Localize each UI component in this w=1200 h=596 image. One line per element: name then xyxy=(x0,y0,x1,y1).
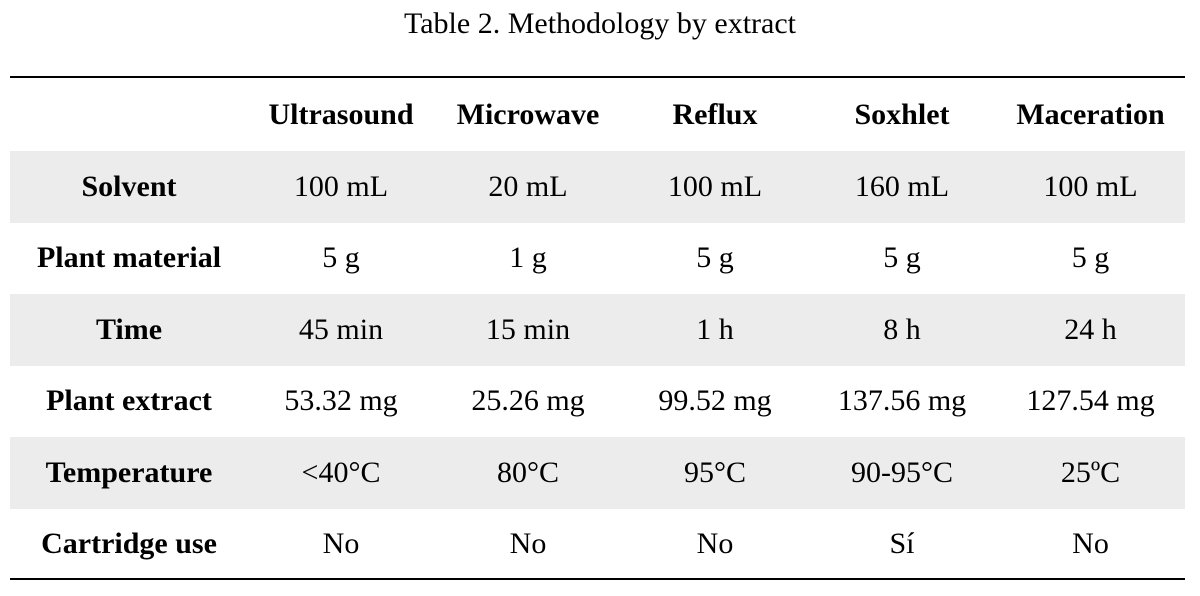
table-top-rule xyxy=(10,76,1185,78)
column-header-microwave: Microwave xyxy=(434,79,622,151)
table-cell: 5 g xyxy=(696,241,734,275)
table-row-time: Time 45 min 15 min 1 h 8 h 24 h xyxy=(10,294,1185,366)
table-cell: 127.54 mg xyxy=(1026,384,1155,418)
table-cell: 100 mL xyxy=(248,151,434,223)
column-header-reflux: Reflux xyxy=(622,79,808,151)
row-label: Solvent xyxy=(10,151,248,223)
table-cell: 137.56 mg xyxy=(837,384,967,418)
table-cell: 100 mL xyxy=(622,151,808,223)
table-cell: No xyxy=(1072,527,1109,561)
column-header-soxhlet: Soxhlet xyxy=(808,79,996,151)
table-cell: 24 h xyxy=(996,294,1185,366)
table-cell: 1 g xyxy=(509,241,547,275)
row-label: Time xyxy=(10,294,248,366)
table-bottom-rule xyxy=(10,578,1185,580)
table-row-temperature: Temperature <40°C 80°C 95°C 90-95°C 25ºC xyxy=(10,437,1185,509)
column-header-maceration: Maceration xyxy=(996,79,1185,151)
row-label: Plant extract xyxy=(46,384,212,418)
header-corner-cell xyxy=(10,79,248,151)
row-label: Temperature xyxy=(10,437,248,509)
table-cell: 100 mL xyxy=(996,151,1185,223)
table-cell: No xyxy=(322,527,360,561)
table-cell: 8 h xyxy=(808,294,996,366)
column-header-ultrasound: Ultrasound xyxy=(248,79,434,151)
table-cell: 15 min xyxy=(434,294,622,366)
table-cell: 5 g xyxy=(1071,241,1110,275)
table-cell: 20 mL xyxy=(434,151,622,223)
table-cell: 5 g xyxy=(883,241,921,275)
table-cell: No xyxy=(509,527,547,561)
table-cell: 99.52 mg xyxy=(658,384,772,418)
table-cell: 5 g xyxy=(322,241,360,275)
table-cell: No xyxy=(696,527,734,561)
table-cell: 53.32 mg xyxy=(284,384,398,418)
table-row-cartridge-use: Cartridge use No No No Sí No xyxy=(10,509,1185,581)
table-cell: 160 mL xyxy=(808,151,996,223)
table-cell: 95°C xyxy=(622,437,808,509)
table-cell: 80°C xyxy=(434,437,622,509)
table-cell: 90-95°C xyxy=(808,437,996,509)
table-cell: 1 h xyxy=(622,294,808,366)
table-row-plant-material: Plant material 5 g 1 g 5 g 5 g 5 g xyxy=(10,223,1185,295)
table-cell: 45 min xyxy=(248,294,434,366)
table-cell: Sí xyxy=(889,527,915,561)
header-row: Ultrasound Microwave Reflux Soxhlet Mace… xyxy=(10,79,1185,151)
row-label: Plant material xyxy=(36,241,222,275)
methodology-table: Ultrasound Microwave Reflux Soxhlet Mace… xyxy=(10,79,1185,580)
table-cell: 25.26 mg xyxy=(471,384,585,418)
table-cell: 25ºC xyxy=(996,437,1185,509)
table-cell: <40°C xyxy=(248,437,434,509)
table-caption: Table 2. Methodology by extract xyxy=(404,7,796,40)
row-label: Cartridge use xyxy=(41,527,217,561)
table-row-plant-extract: Plant extract 53.32 mg 25.26 mg 99.52 mg… xyxy=(10,366,1185,438)
table-row-solvent: Solvent 100 mL 20 mL 100 mL 160 mL 100 m… xyxy=(10,151,1185,223)
